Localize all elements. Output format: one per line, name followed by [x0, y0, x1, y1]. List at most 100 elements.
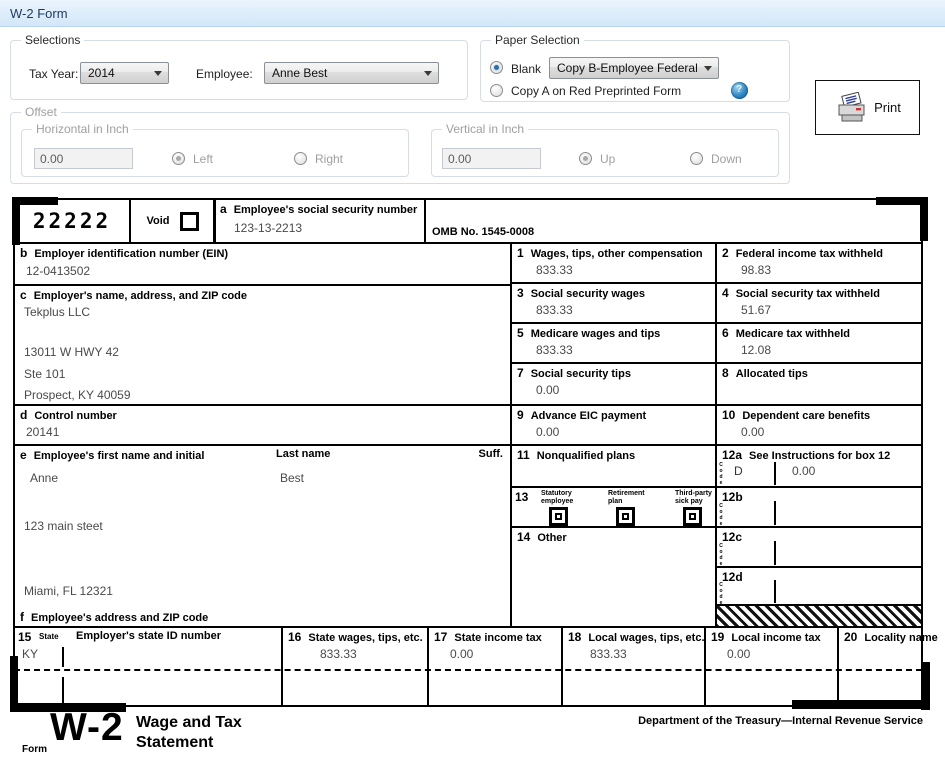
blank-radio-label: Blank: [511, 62, 542, 76]
horizontal-offset-legend: Horizontal in Inch: [32, 122, 133, 136]
suffix-label: Suff.: [478, 448, 503, 460]
w2-box-6: 6 Medicare tax withheld 12.08: [715, 322, 923, 364]
statement-title: Wage and Tax Statement: [136, 714, 242, 751]
w2-box-12a: 12a See Instructions for box 12 Code D 0.…: [715, 444, 923, 488]
employer-address-2: Ste 101: [24, 367, 66, 381]
help-globe-icon[interactable]: [731, 82, 748, 99]
employee-last-name: Best: [280, 471, 305, 485]
paper-copy-dropdown[interactable]: Copy B-Employee Federal: [549, 57, 719, 79]
blank-radio[interactable]: [490, 61, 503, 74]
offset-right-radio[interactable]: [294, 152, 307, 165]
print-button[interactable]: Print: [815, 80, 920, 135]
w2-box-c: c Employer's name, address, and ZIP code …: [13, 284, 512, 406]
corner-mark-top-left: [12, 197, 58, 205]
employer-name: Tekplus LLC: [24, 305, 91, 319]
chevron-down-icon: [154, 71, 162, 76]
corner-mark-bottom-right: [921, 662, 930, 710]
department-text: Department of the Treasury—Internal Reve…: [638, 715, 923, 727]
print-button-label: Print: [874, 100, 901, 115]
employee-city: Miami, FL 12321: [24, 584, 113, 598]
employee-value: Anne Best: [272, 66, 328, 80]
w2-box-b: b Employer identification number (EIN) 12…: [13, 242, 512, 286]
w2-box-4: 4 Social security tax withheld 51.67: [715, 282, 923, 324]
printer-icon: [838, 91, 865, 121]
w2-box-f-label: f Employee's address and ZIP code: [20, 610, 209, 624]
tax-year-label: Tax Year:: [29, 67, 79, 81]
w2-box-2: 2 Federal income tax withheld 98.83: [715, 242, 923, 284]
employee-street: 123 main steet: [24, 519, 103, 533]
thirdparty-checkbox: [683, 507, 702, 526]
horizontal-offset-input[interactable]: [34, 148, 133, 169]
last-name-label: Last name: [276, 448, 331, 460]
state-label: State: [39, 632, 59, 641]
w2-box-9: 9 Advance EIC payment 0.00: [510, 404, 717, 446]
void-label: Void: [146, 215, 170, 227]
w2-box-18: 18 Local wages, tips, etc. 833.33: [561, 626, 706, 707]
employer-address-1: 13011 W HWY 42: [24, 345, 119, 359]
w2-box-8: 8 Allocated tips: [715, 362, 923, 406]
state-id-label: Employer's state ID number: [76, 630, 222, 642]
ein-value: 12-0413502: [26, 264, 91, 278]
employee-dropdown[interactable]: Anne Best: [264, 62, 439, 84]
offset-legend: Offset: [21, 105, 61, 119]
employer-city: Prospect, KY 40059: [24, 388, 131, 402]
paper-selection-legend: Paper Selection: [491, 33, 584, 47]
chevron-down-icon: [424, 71, 432, 76]
state-row-divider: [14, 669, 922, 671]
w2-box-5: 5 Medicare wages and tips 833.33: [510, 322, 717, 364]
w2-box-a: a Employee's social security number 123-1…: [213, 198, 426, 244]
w2-box-14: 14 Other: [510, 526, 717, 628]
window-title: W-2 Form: [10, 5, 68, 21]
w2-box-1: 1 Wages, tips, other compensation 833.33: [510, 242, 717, 284]
vertical-offset-legend: Vertical in Inch: [442, 122, 529, 136]
selections-legend: Selections: [21, 33, 85, 47]
offset-down-label: Down: [711, 152, 742, 166]
employee-label: Employee:: [196, 67, 253, 81]
corner-mark-bottom-left: [10, 656, 18, 712]
omb-number: OMB No. 1545-0008: [432, 226, 535, 238]
w2-box-d: d Control number 20141: [13, 404, 512, 446]
w2-box-17: 17 State income tax 0.00: [427, 626, 563, 707]
w2-box-e: e Employee's first name and initial Last …: [13, 444, 512, 628]
hatched-area: [715, 604, 923, 628]
vertical-offset-group: Vertical in Inch Up Down: [431, 122, 779, 177]
copy-a-radio[interactable]: [490, 84, 503, 97]
offset-down-radio[interactable]: [690, 152, 703, 165]
statutory-checkbox: [549, 507, 568, 526]
tax-year-dropdown[interactable]: 2014: [80, 62, 169, 84]
copy-a-radio-label: Copy A on Red Preprinted Form: [511, 84, 682, 98]
w2-form-preview: 22222 Void a Employee's social security n…: [13, 198, 938, 707]
retirement-label: Retirement plan: [608, 490, 645, 505]
control-number-value: 20141: [26, 425, 60, 439]
w2-box-13: 13 Statutory employee Retirement plan Th…: [510, 486, 717, 528]
w2-box-10: 10 Dependent care benefits 0.00: [715, 404, 923, 446]
retirement-checkbox: [616, 507, 635, 526]
ssn-value: 123-13-2213: [234, 221, 303, 235]
offset-group: Offset Horizontal in Inch Left Right Ver…: [10, 105, 790, 184]
offset-left-radio[interactable]: [172, 152, 185, 165]
paper-copy-value: Copy B-Employee Federal: [557, 61, 698, 75]
w2-box-12b: 12b Code: [715, 486, 923, 528]
horizontal-offset-group: Horizontal in Inch Left Right: [21, 122, 409, 177]
paper-selection-group: Paper Selection Blank Copy B-Employee Fe…: [480, 33, 790, 102]
chevron-down-icon: [704, 66, 712, 71]
w2-void-box: Void: [129, 198, 216, 244]
corner-mark-top-right: [876, 197, 928, 205]
form-number: W-2: [50, 706, 124, 749]
form-word: Form: [22, 744, 47, 755]
w2-box-12c: 12c Code: [715, 526, 923, 568]
selections-group: Selections Tax Year: 2014 Employee: Anne…: [10, 33, 468, 100]
w2-box-11: 11 Nonqualified plans: [510, 444, 717, 488]
tax-year-value: 2014: [88, 66, 115, 80]
offset-up-radio[interactable]: [579, 152, 592, 165]
offset-up-label: Up: [600, 152, 616, 166]
control-code: 22222: [32, 209, 112, 233]
vertical-offset-input[interactable]: [442, 148, 541, 169]
w2-box-12d: 12d Code: [715, 566, 923, 606]
window-titlebar: W-2 Form: [0, 0, 945, 27]
w2-box-7: 7 Social security tips 0.00: [510, 362, 717, 406]
statutory-label: Statutory employee: [541, 490, 574, 505]
box12a-code: D: [734, 464, 743, 478]
w2-box-15: 15 State Employer's state ID number KY: [13, 626, 283, 707]
